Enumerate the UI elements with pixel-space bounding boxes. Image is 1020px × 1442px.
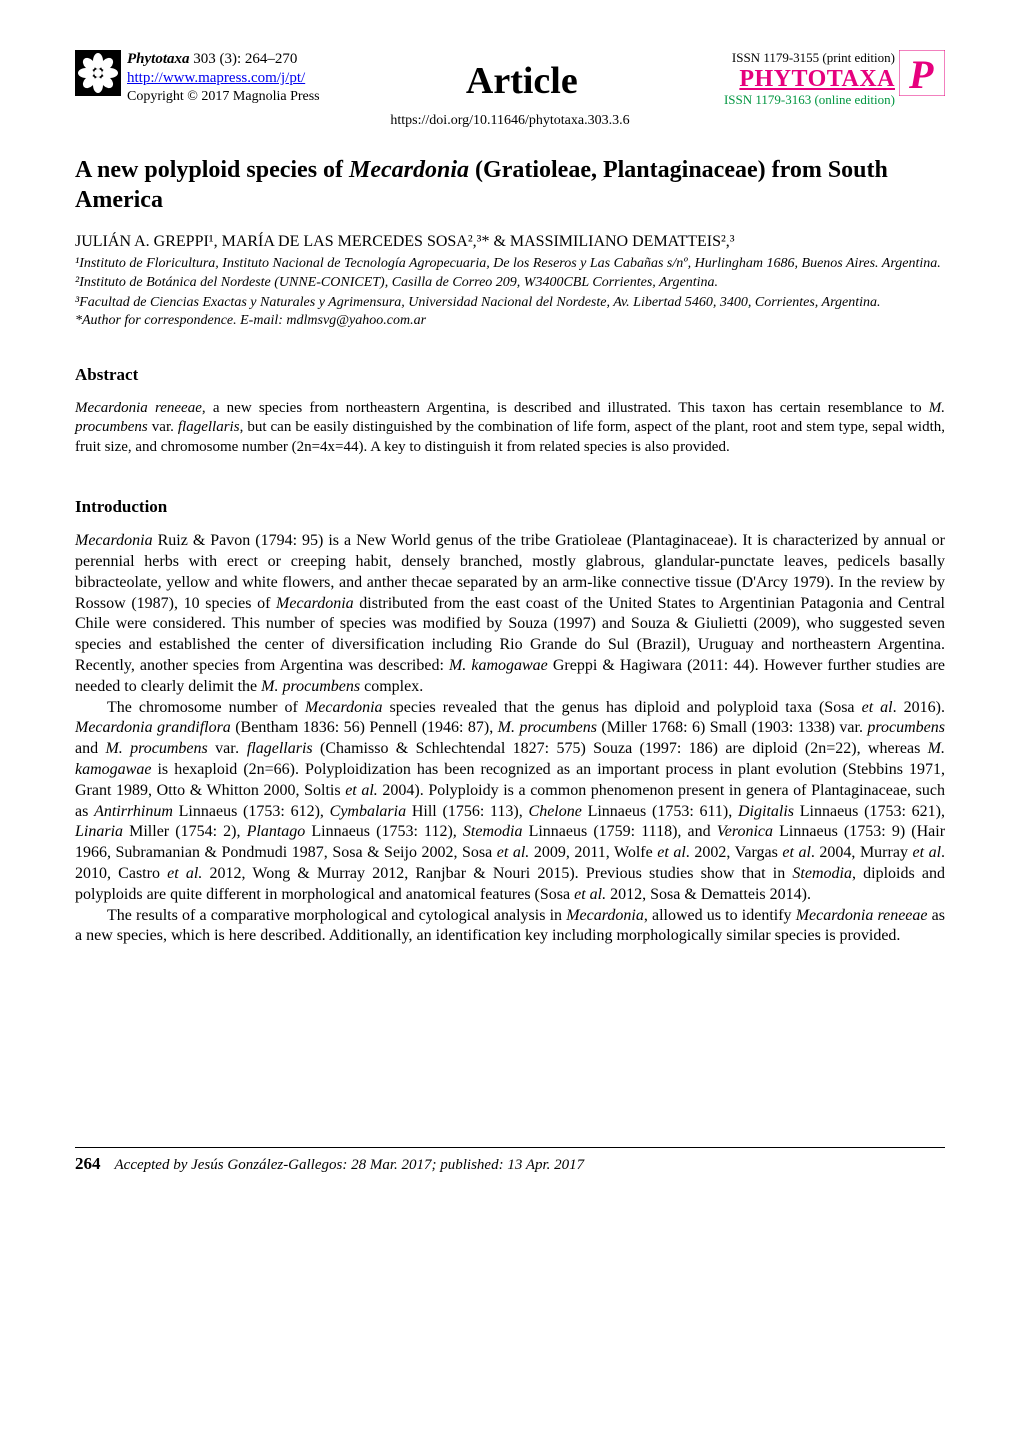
p2-t11: and (75, 740, 105, 757)
svg-text:P: P (908, 52, 934, 96)
p2-t35: and (681, 823, 716, 840)
p1-t1: Mecardonia (75, 532, 153, 549)
p2-t44: et al (912, 844, 941, 861)
footer-line: 264 Accepted by Jesús González-Gallegos:… (75, 1154, 945, 1174)
correspondence-text: Author for correspondence. E-mail: mdlms… (82, 313, 426, 328)
footer-rule (75, 1147, 945, 1148)
journal-copyright: Copyright © 2017 Magnolia Press (127, 88, 320, 106)
p2-t38: et al. (497, 844, 530, 861)
journal-header: Phytotaxa 303 (3): 264–270 http://www.ma… (75, 50, 945, 107)
p2-t28: Linaria (75, 823, 123, 840)
p2-t3: species revealed that the genus has dipl… (383, 699, 862, 716)
p2-t36: Veronica (717, 823, 773, 840)
journal-issue: 303 (3): 264–270 (193, 51, 297, 67)
p2-t29: Miller (1754: 2), (123, 823, 247, 840)
abstract-heading: Abstract (75, 365, 945, 385)
p2-t41: . 2002, Vargas (686, 844, 783, 861)
header-right-block: ISSN 1179-3155 (print edition) PHYTOTAXA… (724, 50, 945, 107)
p2-t25: Linnaeus (1753: 611), (582, 803, 738, 820)
abstract-taxon-3: flagellaris (178, 419, 240, 435)
p2-t6: Mecardonia grandiflora (75, 719, 231, 736)
issn-online: ISSN 1179-3163 (online edition) (724, 92, 895, 108)
journal-meta: Phytotaxa 303 (3): 264–270 http://www.ma… (127, 50, 320, 105)
page-number: 264 (75, 1154, 101, 1174)
p2-t30: Plantago (247, 823, 306, 840)
p2-t8: M. procumbens (498, 719, 597, 736)
p2-t42: et al (782, 844, 811, 861)
p2-t10: procumbens (867, 719, 945, 736)
abstract-t2: , a new species from northeastern Argent… (202, 400, 929, 416)
p2-t13: var (208, 740, 236, 757)
p3-t4: Mecardonia reneeae (796, 907, 928, 924)
p2-t9: (Miller 1768: 6) Small (1903: 1338) var. (597, 719, 867, 736)
article-type-label: Article (466, 59, 578, 103)
p2-t40: et al (657, 844, 686, 861)
p2-t18: et al. (345, 782, 378, 799)
p2-t47: 2012, Wong & Murray 2012, Ranjbar & Nour… (202, 865, 792, 882)
introduction-body: Mecardonia Ruiz & Pavon (1794: 95) is a … (75, 531, 945, 947)
p2-t21: Linnaeus (1753: 612), (173, 803, 330, 820)
p2-t51: 2012, Sosa & Dematteis 2014). (606, 886, 811, 903)
p2-t43: . 2004, Murray (811, 844, 913, 861)
issn-block: ISSN 1179-3155 (print edition) PHYTOTAXA… (724, 50, 895, 107)
accepted-by-text: Accepted by Jesús González-Gallegos: 28 … (115, 1157, 585, 1174)
p2-t1: The chromosome number of (107, 699, 305, 716)
p1-t3: Mecardonia (276, 595, 354, 612)
header-left-block: Phytotaxa 303 (3): 264–270 http://www.ma… (75, 50, 320, 105)
abstract-text: Mecardonia reneeae, a new species from n… (75, 399, 945, 458)
p3-t1: The results of a comparative morphologic… (107, 907, 566, 924)
affiliation-1: ¹Instituto de Floricultura, Instituto Na… (75, 255, 945, 273)
p3-t3: , allowed us to identify (644, 907, 796, 924)
title-pre: A new polyploid species of (75, 157, 349, 183)
p2-t26: Digitalis (738, 803, 794, 820)
introduction-heading: Introduction (75, 497, 945, 517)
doi-line: https://doi.org/10.11646/phytotaxa.303.3… (75, 113, 945, 129)
p2-t2: Mecardonia (305, 699, 383, 716)
abstract-t4: var. (148, 419, 178, 435)
affiliation-2: ²Instituto de Botánica del Nordeste (UNN… (75, 274, 945, 292)
p2-t4: et al (862, 699, 893, 716)
phytotaxa-p-logo-icon: P (899, 50, 945, 96)
journal-title-line: Phytotaxa 303 (3): 264–270 (127, 50, 320, 69)
p1-t8: complex. (360, 678, 423, 695)
title-genus: Mecardonia (349, 157, 469, 183)
p2-t46: et al. (167, 865, 202, 882)
p2-t31: Linnaeus (1753: 112) (305, 823, 453, 840)
p2-t12: M. procumbens (105, 740, 207, 757)
p2-t7: (Bentham 1836: 56) Pennell (1946: 87), (231, 719, 498, 736)
affiliation-3: ³Facultad de Ciencias Exactas y Naturale… (75, 294, 945, 312)
p1-t7: M. procumbens (261, 678, 360, 695)
p2-t14: . flagellaris (236, 740, 313, 757)
correspondence: *Author for correspondence. E-mail: mdlm… (75, 313, 945, 329)
p2-t48: Stemodia (792, 865, 852, 882)
intro-para-2: The chromosome number of Mecardonia spec… (75, 698, 945, 906)
p2-t5: . 2016). (893, 699, 945, 716)
p2-t23: Hill (1756: 113), (406, 803, 528, 820)
p2-t22: Cymbalaria (330, 803, 406, 820)
journal-name: Phytotaxa (127, 51, 190, 67)
p2-t32: , Stemodia (453, 823, 523, 840)
authors-line: JULIÁN A. GREPPI¹, MARÍA DE LAS MERCEDES… (75, 233, 945, 251)
p2-t33: Linnaeus (1759: 1118) (522, 823, 677, 840)
abstract-taxon-1: Mecardonia reneeae (75, 400, 202, 416)
intro-para-1: Mecardonia Ruiz & Pavon (1794: 95) is a … (75, 531, 945, 697)
p2-t24: Chelone (529, 803, 582, 820)
p2-t20: Antirrhinum (94, 803, 173, 820)
article-title: A new polyploid species of Mecardonia (G… (75, 155, 945, 215)
p1-t5: M. kamogawae (449, 657, 548, 674)
p3-t2: Mecardonia (566, 907, 644, 924)
flower-logo-icon (75, 50, 121, 96)
p2-t39: 2009, 2011, Wolfe (529, 844, 657, 861)
journal-url-link[interactable]: http://www.mapress.com/j/pt/ (127, 70, 305, 86)
issn-print: ISSN 1179-3155 (print edition) (724, 50, 895, 66)
phytotaxa-brand: PHYTOTAXA (724, 67, 895, 91)
intro-para-3: The results of a comparative morphologic… (75, 906, 945, 948)
p2-t15: (Chamisso & Schlechtendal 1827: 575) Sou… (313, 740, 928, 757)
p2-t27: Linnaeus (1753: 621), (794, 803, 945, 820)
p2-t50: et al. (574, 886, 606, 903)
